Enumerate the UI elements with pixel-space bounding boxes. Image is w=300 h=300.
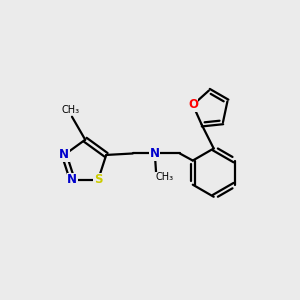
- Text: CH₃: CH₃: [61, 105, 80, 115]
- Text: O: O: [188, 98, 198, 111]
- Text: N: N: [150, 147, 160, 160]
- Text: N: N: [59, 148, 69, 161]
- Text: N: N: [67, 173, 77, 186]
- Text: CH₃: CH₃: [155, 172, 174, 182]
- Text: S: S: [94, 173, 103, 186]
